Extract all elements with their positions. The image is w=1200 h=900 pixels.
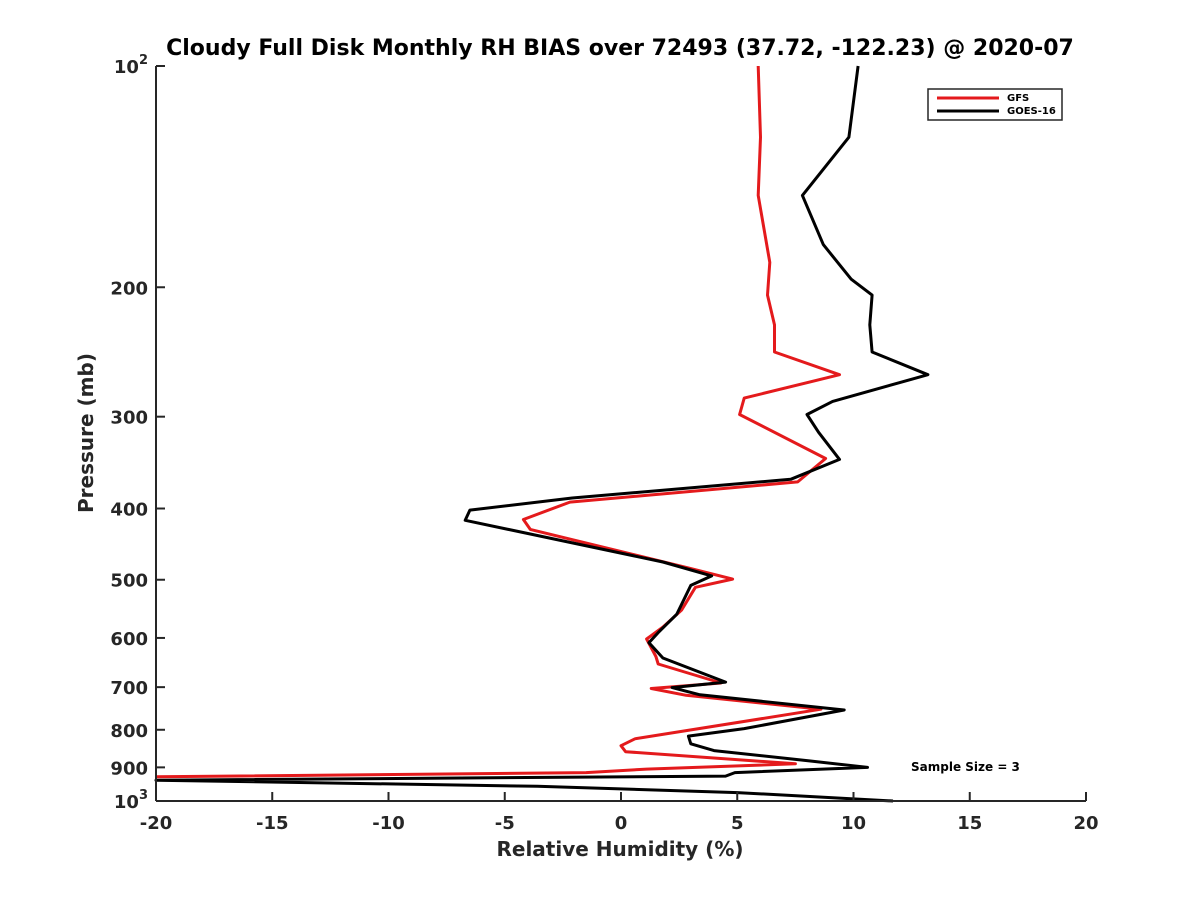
- chart-title: Cloudy Full Disk Monthly RH BIAS over 72…: [166, 36, 1074, 61]
- y-tick-label: 102: [114, 53, 148, 78]
- y-tick-label: 600: [110, 629, 148, 650]
- y-axis-label: Pressure (mb): [74, 353, 98, 513]
- y-tick-label: 200: [110, 278, 148, 299]
- y-tick-label: 400: [110, 500, 148, 521]
- x-tick-label: 5: [731, 813, 744, 834]
- x-axis-label: Relative Humidity (%): [496, 837, 743, 861]
- y-ticks: 102 200 300 400 500 600 700 800 900 103: [110, 53, 165, 813]
- y-tick-label: 700: [110, 678, 148, 699]
- legend-label-gfs: GFS: [1007, 93, 1029, 104]
- legend: GFS GOES-16: [927, 88, 1063, 121]
- x-tick-label: 0: [615, 813, 628, 834]
- x-tick-label: -10: [372, 813, 405, 834]
- x-tick-label: -15: [256, 813, 289, 834]
- series-layer: [154, 65, 930, 803]
- x-ticks: -20 -15 -10 -5 0 5 10 15 20: [140, 792, 1099, 834]
- sample-size-annotation: Sample Size = 3: [911, 760, 1020, 774]
- y-tick-label: 900: [110, 758, 148, 779]
- x-tick-label: -20: [140, 813, 173, 834]
- y-tick-label: 103: [114, 788, 148, 813]
- y-tick-label: 300: [110, 408, 148, 429]
- x-tick-label: 15: [957, 813, 982, 834]
- x-tick-label: 20: [1073, 813, 1098, 834]
- legend-label-goes16: GOES-16: [1007, 106, 1056, 117]
- x-tick-label: -5: [495, 813, 515, 834]
- x-tick-label: 10: [841, 813, 866, 834]
- y-tick-label: 800: [110, 721, 148, 742]
- y-tick-label: 500: [110, 571, 148, 592]
- series-line-goes-16: [154, 65, 930, 803]
- plot-area: -20 -15 -10 -5 0 5 10 15 20 102 200 300 400 500 600 70…: [110, 53, 1098, 834]
- legend-box: [927, 88, 1063, 121]
- series-line-gfs: [155, 65, 841, 779]
